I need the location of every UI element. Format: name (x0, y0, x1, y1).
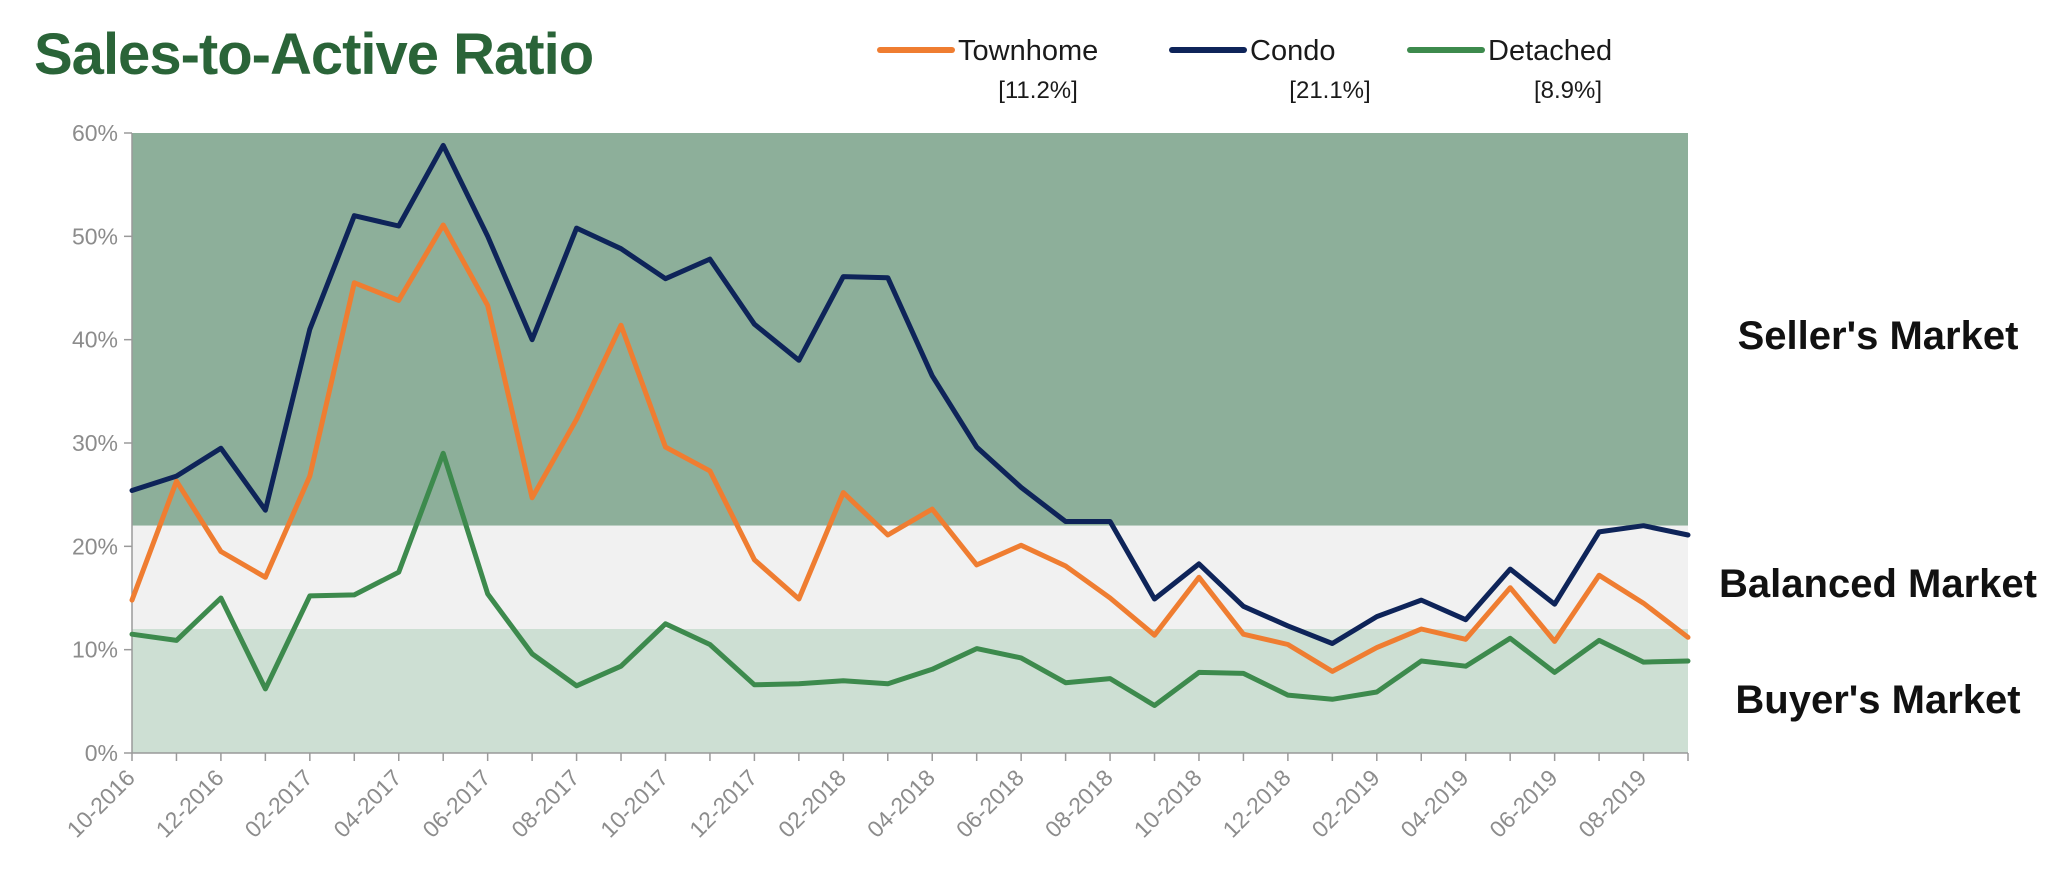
y-tick-label: 0% (85, 740, 118, 766)
x-tick-label: 02-2018 (773, 764, 851, 842)
legend-value-detached: [8.9%] (1534, 77, 1602, 104)
x-tick-label: 12-2016 (151, 764, 229, 842)
legend-value-townhome: [11.2%] (998, 77, 1078, 104)
zone-buyer-s-market (132, 629, 1688, 753)
chart-title: Sales-to-Active Ratio (34, 22, 593, 87)
x-tick-label: 06-2019 (1484, 764, 1562, 842)
zone-label-seller-s-market: Seller's Market (1738, 314, 2019, 358)
x-tick-label: 06-2017 (417, 764, 495, 842)
market-zones (132, 133, 1688, 753)
series-line-detached (129, 450, 1691, 708)
zone-label-balanced-market: Balanced Market (1719, 562, 2037, 606)
series-line-townhome (129, 222, 1691, 674)
y-tick-label: 50% (72, 223, 118, 249)
x-tick-label: 04-2018 (862, 764, 940, 842)
x-tick-label: 06-2018 (951, 764, 1029, 842)
series-lines (129, 142, 1691, 708)
x-tick-label: 02-2019 (1306, 764, 1384, 842)
x-tick-label: 08-2019 (1573, 764, 1651, 842)
y-tick-label: 60% (72, 120, 118, 146)
x-tick-label: 08-2017 (506, 764, 584, 842)
series-line-condo (129, 142, 1691, 646)
y-tick-label: 40% (72, 327, 118, 353)
x-tick-label: 10-2016 (62, 764, 140, 842)
legend-label-detached: Detached (1488, 35, 1612, 67)
legend-value-condo: [21.1%] (1289, 77, 1370, 104)
y-tick-label: 10% (72, 637, 118, 663)
y-tick-label: 20% (72, 533, 118, 559)
legend-label-condo: Condo (1250, 35, 1335, 67)
zone-labels: Seller's Market Balanced Market Buyer's Ma… (1719, 314, 2037, 722)
x-tick-label: 10-2018 (1129, 764, 1207, 842)
legend-label-townhome: Townhome (958, 35, 1098, 67)
x-tick-label: 04-2017 (328, 764, 406, 842)
x-tick-label: 12-2017 (684, 764, 762, 842)
zone-label-buyer-s-market: Buyer's Market (1735, 678, 2020, 722)
x-tick-label: 10-2017 (595, 764, 673, 842)
x-tick-label: 12-2018 (1218, 764, 1296, 842)
chart-legend: Townhome [11.2%] Condo [21.1%] Detached [8.9%… (877, 35, 1612, 104)
x-tick-label: 08-2018 (1040, 764, 1118, 842)
x-tick-label: 02-2017 (240, 764, 318, 842)
x-tick-label: 04-2019 (1395, 764, 1473, 842)
y-tick-label: 30% (72, 430, 118, 456)
